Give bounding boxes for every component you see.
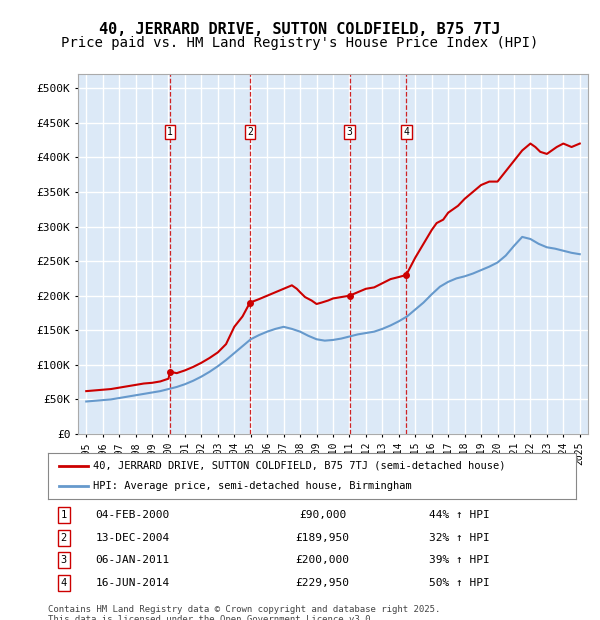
Text: 13-DEC-2004: 13-DEC-2004 bbox=[95, 533, 170, 542]
Text: £200,000: £200,000 bbox=[296, 556, 350, 565]
Text: 50% ↑ HPI: 50% ↑ HPI bbox=[430, 578, 490, 588]
Text: 40, JERRARD DRIVE, SUTTON COLDFIELD, B75 7TJ: 40, JERRARD DRIVE, SUTTON COLDFIELD, B75… bbox=[99, 22, 501, 37]
Text: 39% ↑ HPI: 39% ↑ HPI bbox=[430, 556, 490, 565]
Text: Contains HM Land Registry data © Crown copyright and database right 2025.
This d: Contains HM Land Registry data © Crown c… bbox=[48, 604, 440, 620]
Text: HPI: Average price, semi-detached house, Birmingham: HPI: Average price, semi-detached house,… bbox=[93, 481, 412, 491]
Text: £189,950: £189,950 bbox=[296, 533, 350, 542]
Text: 06-JAN-2011: 06-JAN-2011 bbox=[95, 556, 170, 565]
Text: 40, JERRARD DRIVE, SUTTON COLDFIELD, B75 7TJ (semi-detached house): 40, JERRARD DRIVE, SUTTON COLDFIELD, B75… bbox=[93, 461, 505, 471]
Text: 32% ↑ HPI: 32% ↑ HPI bbox=[430, 533, 490, 542]
Text: 1: 1 bbox=[61, 510, 67, 520]
Text: 4: 4 bbox=[61, 578, 67, 588]
Text: 4: 4 bbox=[403, 127, 409, 137]
Text: 1: 1 bbox=[167, 127, 173, 137]
Text: 2: 2 bbox=[61, 533, 67, 542]
Text: £90,000: £90,000 bbox=[299, 510, 346, 520]
Text: 3: 3 bbox=[61, 556, 67, 565]
Text: 16-JUN-2014: 16-JUN-2014 bbox=[95, 578, 170, 588]
Text: Price paid vs. HM Land Registry's House Price Index (HPI): Price paid vs. HM Land Registry's House … bbox=[61, 36, 539, 50]
Text: 44% ↑ HPI: 44% ↑ HPI bbox=[430, 510, 490, 520]
Text: 04-FEB-2000: 04-FEB-2000 bbox=[95, 510, 170, 520]
Text: 3: 3 bbox=[347, 127, 353, 137]
Text: 2: 2 bbox=[247, 127, 253, 137]
Text: £229,950: £229,950 bbox=[296, 578, 350, 588]
